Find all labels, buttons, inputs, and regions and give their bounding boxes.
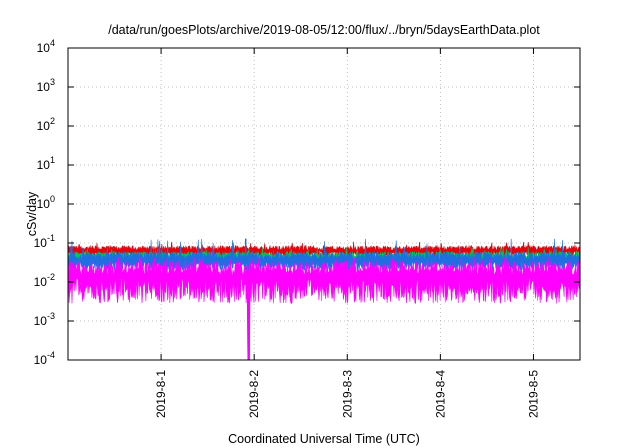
grid-lines xyxy=(68,48,580,360)
y-tick-label: 10-3 xyxy=(34,311,55,328)
y-tick-label: 10-2 xyxy=(34,272,55,289)
x-tick-label: 2019-8-1 xyxy=(154,370,168,418)
y-axis-label: cSv/day xyxy=(25,191,39,236)
x-axis-label: Coordinated Universal Time (UTC) xyxy=(228,432,420,446)
x-tick-label: 2019-8-4 xyxy=(433,370,447,418)
series-band xyxy=(67,238,581,361)
y-tick-label: 103 xyxy=(37,77,55,94)
y-tick-label: 101 xyxy=(37,155,55,172)
y-tick-label: 102 xyxy=(37,116,55,133)
x-tick-labels: 2019-8-1 2019-8-2 2019-8-3 2019-8-4 2019-8-5 xyxy=(154,370,540,418)
y-tick-labels: 10-4 10-3 10-2 10-1 100 101 102 103 104 xyxy=(34,38,55,367)
x-tick-label: 2019-8-5 xyxy=(526,370,540,418)
y-tick-label: 100 xyxy=(37,194,55,211)
series-band xyxy=(67,256,581,361)
series-group xyxy=(67,238,581,361)
chart-title: /data/run/goesPlots/archive/2019-08-05/1… xyxy=(108,23,540,37)
y-tick-label: 10-4 xyxy=(34,350,55,367)
y-tick-label: 104 xyxy=(37,38,55,55)
tick-marks xyxy=(68,47,580,361)
x-tick-label: 2019-8-3 xyxy=(340,370,354,418)
y-tick-label: 10-1 xyxy=(34,233,55,250)
x-tick-label: 2019-8-2 xyxy=(247,370,261,418)
